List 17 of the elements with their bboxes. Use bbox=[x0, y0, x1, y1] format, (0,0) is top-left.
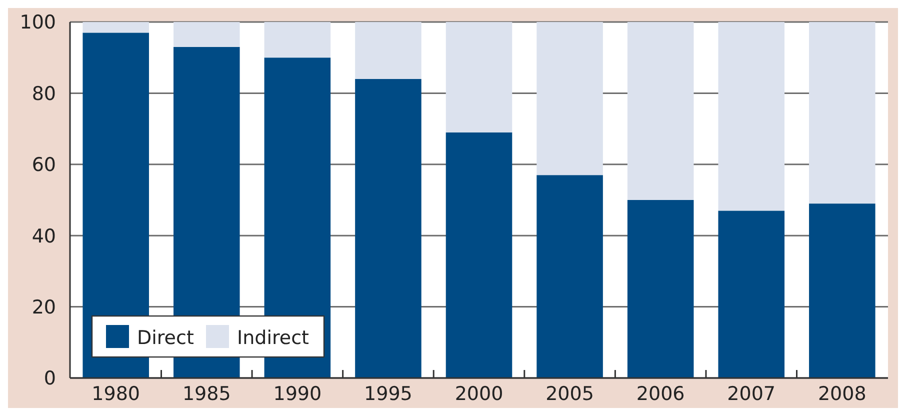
y-tick-label: 20 bbox=[32, 296, 56, 318]
y-tick-label: 40 bbox=[32, 225, 56, 248]
x-tick-label: 1995 bbox=[364, 383, 412, 405]
x-tick-label: 2005 bbox=[546, 383, 594, 405]
y-tick-label: 60 bbox=[32, 154, 56, 176]
legend-label: Indirect bbox=[237, 327, 309, 349]
y-tick-label: 100 bbox=[20, 12, 56, 34]
y-tick-label: 80 bbox=[32, 82, 56, 105]
x-tick-label: 2006 bbox=[636, 383, 685, 405]
x-tick-label: 1985 bbox=[182, 383, 231, 405]
y-tick-label: 0 bbox=[44, 368, 56, 390]
x-tick-label: 1990 bbox=[273, 383, 322, 405]
legend-label: Direct bbox=[137, 327, 194, 349]
x-tick-label: 2000 bbox=[454, 383, 504, 405]
x-tick-label: 2007 bbox=[727, 383, 776, 405]
x-tick-label: 2008 bbox=[818, 383, 866, 405]
x-tick-label: 1980 bbox=[92, 383, 140, 405]
